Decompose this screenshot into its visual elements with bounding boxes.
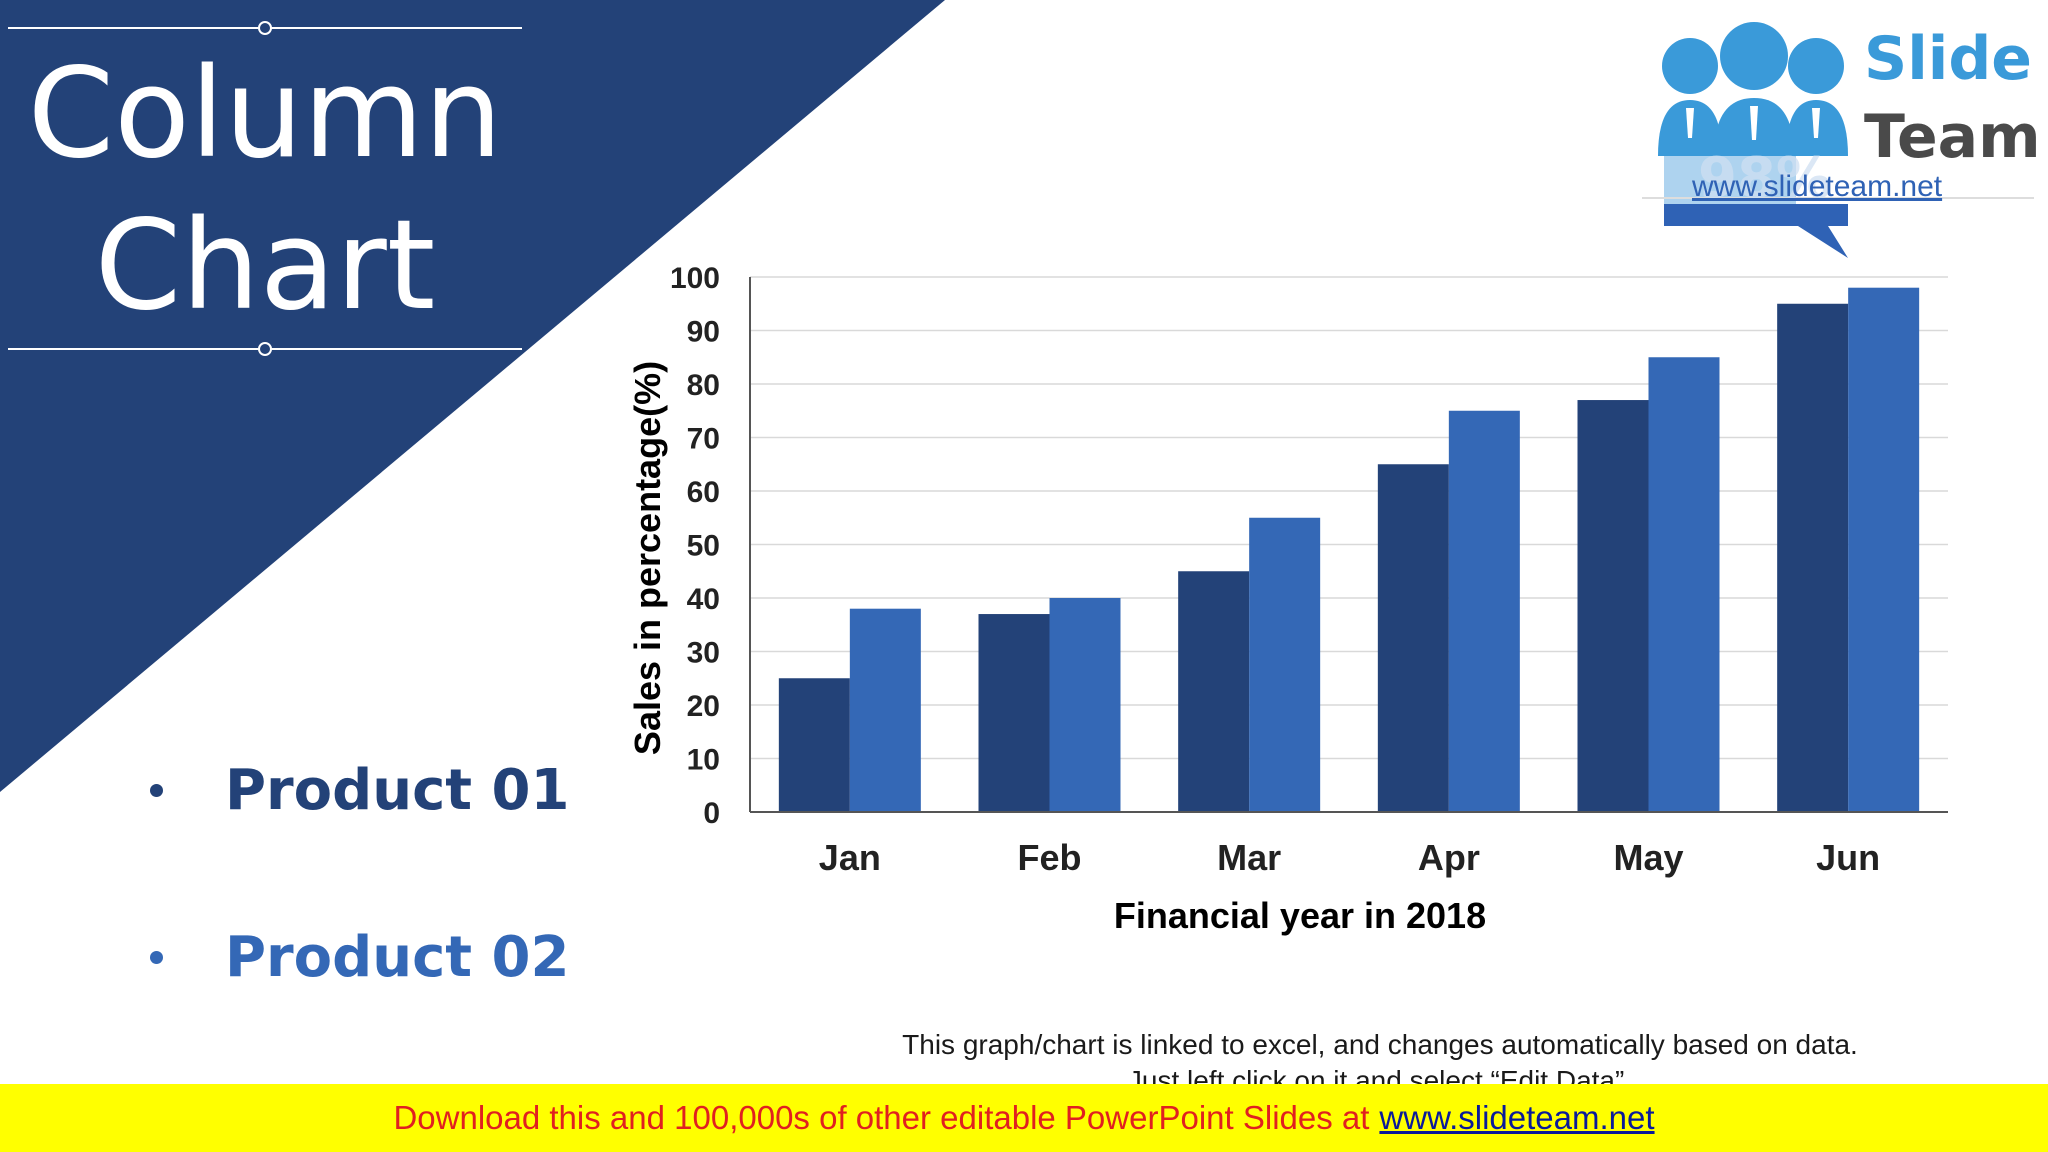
banner-link[interactable]: www.slideteam.net bbox=[1379, 1099, 1655, 1136]
x-tick-label-feb: Feb bbox=[1017, 837, 1081, 878]
y-tick-label-60: 60 bbox=[687, 476, 720, 509]
y-tick-label-50: 50 bbox=[687, 530, 720, 563]
bar-jan-series-2 bbox=[849, 608, 921, 812]
chart-note-line-2: Just left click on it and select “Edit D… bbox=[1127, 1065, 1633, 1084]
x-tick-labels: Jan Feb Mar Apr May Jun bbox=[819, 837, 1880, 878]
y-tick-labels: 0 10 20 30 40 50 60 70 80 90 100 bbox=[670, 262, 720, 830]
people-logo-icon bbox=[1642, 8, 2034, 258]
page-title-line-1: Column bbox=[27, 42, 503, 186]
bar-may-series-2 bbox=[1648, 357, 1720, 812]
legend-item-product-02: Product 02 bbox=[150, 925, 569, 990]
chart-bars bbox=[778, 287, 1920, 812]
column-chart: 0 10 20 30 40 50 60 70 80 90 100 Jan Feb Mar Apr May Ju… bbox=[627, 262, 1948, 936]
chart-axes bbox=[749, 277, 1948, 813]
x-tick-label-jun: Jun bbox=[1816, 837, 1880, 878]
slideteam-logo: 98% Slide Team www.slideteam.net bbox=[1638, 8, 2041, 263]
y-tick-label-30: 30 bbox=[687, 637, 720, 670]
chart-gridlines bbox=[750, 276, 1948, 760]
page-title-line-2: Chart bbox=[94, 194, 436, 338]
bar-feb-series-2 bbox=[1049, 598, 1121, 812]
bar-apr-series-1 bbox=[1377, 464, 1449, 812]
bar-mar-series-2 bbox=[1249, 517, 1321, 812]
legend-label: Product 01 bbox=[225, 758, 570, 823]
download-banner: Download this and 100,000s of other edit… bbox=[0, 1084, 2048, 1152]
y-tick-label-0: 0 bbox=[703, 797, 720, 830]
banner-text: Download this and 100,000s of other edit… bbox=[393, 1099, 1370, 1136]
y-tick-label-100: 100 bbox=[670, 262, 720, 295]
bar-mar-series-1 bbox=[1178, 571, 1250, 812]
bar-feb-series-1 bbox=[978, 614, 1050, 812]
x-tick-label-jan: Jan bbox=[819, 837, 881, 878]
y-tick-label-40: 40 bbox=[687, 583, 720, 616]
bar-apr-series-2 bbox=[1448, 410, 1520, 812]
logo-url: www.slideteam.net bbox=[1692, 170, 1943, 203]
y-tick-label-80: 80 bbox=[687, 369, 720, 402]
x-tick-label-apr: Apr bbox=[1418, 837, 1480, 878]
chart-note-line-1: This graph/chart is linked to excel, and… bbox=[902, 1029, 1858, 1060]
y-tick-label-10: 10 bbox=[687, 744, 720, 777]
y-tick-label-90: 90 bbox=[687, 316, 720, 349]
x-axis-title: Financial year in 2018 bbox=[1114, 895, 1486, 936]
logo-faint-text: 98% bbox=[1698, 146, 1833, 211]
x-tick-label-mar: Mar bbox=[1217, 837, 1281, 878]
logo-word-slide: Slide bbox=[1864, 24, 2032, 94]
y-axis-title: Sales in percentage(%) bbox=[627, 361, 668, 755]
y-tick-label-20: 20 bbox=[687, 690, 720, 723]
bar-jun-series-1 bbox=[1777, 303, 1849, 812]
legend-item-product-01: Product 01 bbox=[150, 758, 569, 823]
logo-word-team: Team bbox=[1864, 102, 2041, 172]
y-tick-label-70: 70 bbox=[687, 423, 720, 456]
legend-bullet-icon bbox=[150, 784, 163, 797]
x-tick-label-may: May bbox=[1613, 837, 1683, 878]
legend-bullet-icon bbox=[150, 951, 163, 964]
legend-label: Product 02 bbox=[225, 925, 570, 990]
bar-may-series-1 bbox=[1577, 400, 1649, 812]
chart-note: This graph/chart is linked to excel, and… bbox=[780, 1027, 1980, 1084]
bar-jun-series-2 bbox=[1848, 287, 1920, 812]
bar-jan-series-1 bbox=[778, 678, 850, 812]
